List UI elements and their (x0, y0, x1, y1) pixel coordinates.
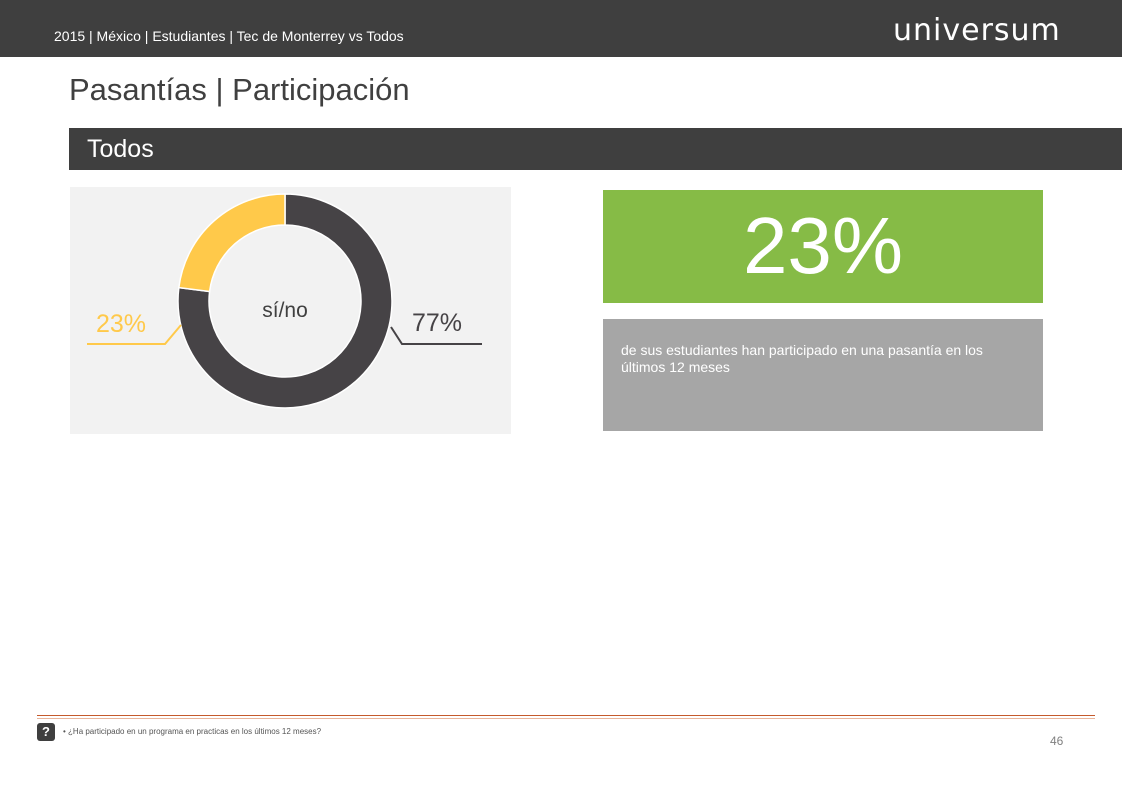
donut-slice-no (177, 193, 393, 409)
universum-logo: universum (893, 13, 1061, 48)
kpi-box: 23% (603, 190, 1043, 303)
leader-line-si (87, 324, 182, 345)
page-number: 46 (1050, 734, 1064, 748)
kpi-description: de sus estudiantes han participado en un… (621, 342, 983, 375)
header-bar: 2015 | México | Estudiantes | Tec de Mon… (0, 0, 1122, 57)
footer-divider-secondary (37, 718, 1095, 719)
data-label-no: 77% (412, 309, 462, 337)
description-box: de sus estudiantes han participado en un… (603, 319, 1043, 431)
help-icon: ? (37, 723, 55, 741)
page-title: Pasantías | Participación (69, 72, 410, 107)
leader-line-no (390, 326, 482, 345)
footer-divider (37, 715, 1095, 716)
donut-chart: sí/no 23% 77% (87, 193, 482, 409)
data-label-si: 23% (96, 310, 146, 338)
header-subtitle: 2015 | México | Estudiantes | Tec de Mon… (54, 28, 404, 44)
donut-slice-si (178, 193, 286, 293)
donut-center-label: sí/no (262, 299, 308, 322)
chart-panel: sí/no 23% 77% (70, 187, 511, 434)
section-label: Todos (87, 135, 154, 163)
kpi-value: 23% (742, 201, 904, 290)
section-bar: Todos (69, 128, 1122, 170)
footnote: • ¿Ha participado en un programa en prac… (63, 727, 322, 736)
